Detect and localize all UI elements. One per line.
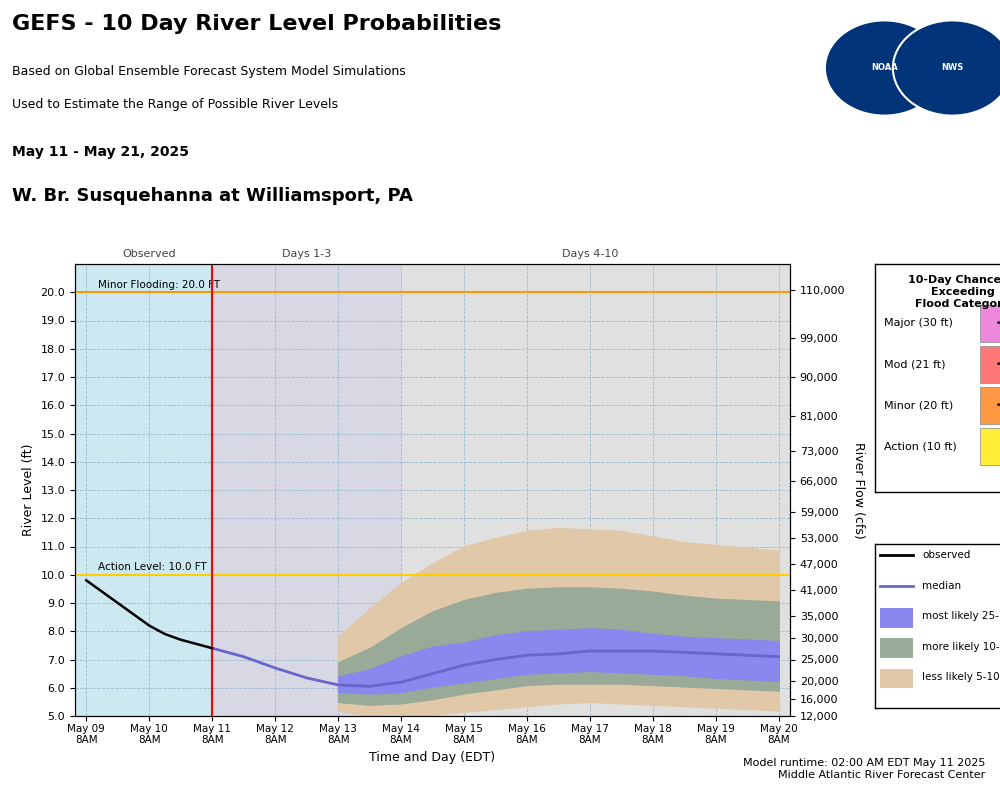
Circle shape	[825, 20, 944, 115]
Y-axis label: River Level (ft): River Level (ft)	[22, 444, 35, 536]
Text: observed: observed	[922, 550, 971, 561]
Text: more likely 10-25%: more likely 10-25%	[922, 642, 1000, 651]
Text: Minor (20 ft): Minor (20 ft)	[884, 400, 953, 410]
FancyBboxPatch shape	[880, 608, 913, 628]
Text: Model runtime: 02:00 AM EDT May 11 2025
Middle Atlantic River Forecast Center: Model runtime: 02:00 AM EDT May 11 2025 …	[743, 758, 985, 780]
FancyBboxPatch shape	[980, 346, 1000, 382]
Text: Action Level: 10.0 FT: Action Level: 10.0 FT	[98, 562, 206, 573]
Text: May 11 - May 21, 2025: May 11 - May 21, 2025	[12, 146, 189, 159]
Text: median: median	[922, 581, 961, 591]
FancyBboxPatch shape	[980, 387, 1000, 424]
Text: < 5%: < 5%	[996, 318, 1000, 328]
Circle shape	[893, 20, 1000, 115]
Text: Observed: Observed	[122, 250, 176, 259]
Text: Days 4-10: Days 4-10	[562, 250, 618, 259]
Text: Days 1-3: Days 1-3	[282, 250, 331, 259]
Y-axis label: River Flow (cfs): River Flow (cfs)	[852, 442, 865, 538]
Bar	[401, 264, 790, 716]
Text: 10-Day Chance of
Exceeding
Flood Category: 10-Day Chance of Exceeding Flood Categor…	[908, 275, 1000, 309]
Text: < 5%: < 5%	[996, 359, 1000, 370]
Text: Action (10 ft): Action (10 ft)	[884, 442, 956, 451]
FancyBboxPatch shape	[880, 669, 913, 688]
Text: W. Br. Susquehanna at Williamsport, PA: W. Br. Susquehanna at Williamsport, PA	[12, 186, 413, 205]
Text: Based on Global Ensemble Forecast System Model Simulations: Based on Global Ensemble Forecast System…	[12, 66, 406, 78]
FancyBboxPatch shape	[880, 638, 913, 658]
FancyBboxPatch shape	[980, 428, 1000, 465]
Text: Mod (21 ft): Mod (21 ft)	[884, 359, 945, 370]
Text: Minor Flooding: 20.0 FT: Minor Flooding: 20.0 FT	[98, 280, 220, 290]
Text: GEFS - 10 Day River Level Probabilities: GEFS - 10 Day River Level Probabilities	[12, 14, 501, 34]
X-axis label: Time and Day (EDT): Time and Day (EDT)	[369, 750, 496, 764]
Text: < 5%: < 5%	[996, 400, 1000, 410]
Bar	[212, 264, 401, 716]
FancyBboxPatch shape	[980, 305, 1000, 342]
Text: Used to Estimate the Range of Possible River Levels: Used to Estimate the Range of Possible R…	[12, 98, 338, 111]
Text: most likely 25-75%: most likely 25-75%	[922, 611, 1000, 621]
Text: Major (30 ft): Major (30 ft)	[884, 318, 953, 328]
Text: less likely 5-10%: less likely 5-10%	[922, 672, 1000, 682]
Text: NWS: NWS	[941, 63, 964, 73]
Bar	[75, 264, 212, 716]
Text: NOAA: NOAA	[871, 63, 898, 73]
